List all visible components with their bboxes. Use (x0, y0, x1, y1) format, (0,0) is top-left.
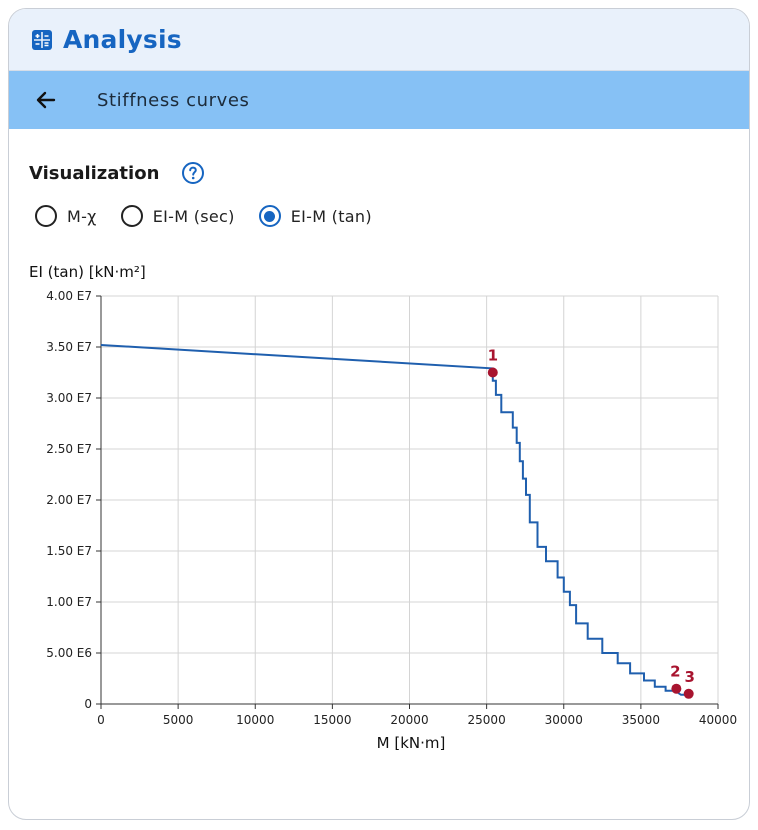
calculator-icon (32, 29, 52, 50)
visualization-label: Visualization (29, 162, 160, 184)
x-tick-label: 35000 (622, 713, 660, 727)
x-tick-label: 30000 (545, 713, 583, 727)
y-tick-label: 2.00 E7 (46, 493, 92, 507)
x-tick-label: 25000 (468, 713, 506, 727)
stiffness-chart: EI (tan) [kN·m²] 0 5000 10000 15000 20000 250… (29, 263, 737, 752)
x-tick-label: 20000 (390, 713, 428, 727)
y-tick-label: 4.00 E7 (46, 289, 92, 303)
radio-ei-m-tan-label: EI-M (tan) (290, 206, 372, 226)
arrow-left-icon (36, 91, 56, 109)
chart-markers: 1 2 3 (488, 347, 695, 699)
chart-x-ticks: 0 5000 10000 15000 20000 25000 30000 35000 40000 (97, 704, 737, 727)
analysis-panel: Analysis Stiffness curves Visualization … (8, 8, 750, 820)
radio-ei-m-sec[interactable]: EI-M (sec) (120, 205, 235, 227)
app-title: Analysis (63, 25, 182, 54)
app-header: Analysis (9, 9, 749, 71)
chart-y-axis-label: EI (tan) [kN·m²] (29, 263, 146, 281)
chart-series-line (100, 344, 686, 696)
y-tick-label: 2.50 E7 (46, 442, 92, 456)
x-tick-label: 40000 (699, 713, 737, 727)
radio-m-chi[interactable]: M-χ (35, 205, 97, 227)
chart-marker-point (683, 688, 694, 699)
radio-m-chi-circle[interactable] (35, 205, 57, 227)
visualization-radio-group: M-χ EI-M (sec) EI-M (tan) (35, 205, 396, 227)
chart-marker-label: 1 (488, 347, 498, 365)
y-tick-label: 0 (84, 697, 92, 711)
radio-m-chi-label: M-χ (67, 206, 97, 226)
x-tick-label: 10000 (236, 713, 274, 727)
chart-grid (100, 295, 719, 705)
y-tick-label: 3.50 E7 (46, 340, 92, 354)
radio-selected-dot (264, 210, 276, 222)
x-tick-label: 0 (97, 713, 105, 727)
y-tick-label: 1.50 E7 (46, 544, 92, 558)
chart-marker-point (671, 683, 682, 694)
radio-ei-m-tan[interactable]: EI-M (tan) (258, 205, 372, 227)
chart-marker-label: 2 (670, 663, 680, 681)
help-icon[interactable] (181, 161, 205, 185)
x-tick-label: 5000 (163, 713, 194, 727)
back-button[interactable] (31, 85, 61, 115)
radio-ei-m-tan-circle[interactable] (258, 205, 281, 227)
chart-marker-point (487, 367, 498, 378)
y-tick-label: 3.00 E7 (46, 391, 92, 405)
y-tick-label: 5.00 E6 (46, 646, 92, 660)
chart-marker-label: 3 (684, 668, 694, 686)
chart-y-ticks: 0 5.00 E6 1.00 E7 1.50 E7 2.00 E7 2.50 E7 3.00… (46, 289, 101, 711)
chart-x-axis-label: M [kN·m] (377, 734, 446, 752)
sub-header-title: Stiffness curves (97, 89, 250, 111)
y-tick-label: 1.00 E7 (46, 595, 92, 609)
sub-header: Stiffness curves (9, 71, 749, 129)
radio-ei-m-sec-label: EI-M (sec) (152, 206, 235, 226)
radio-ei-m-sec-circle[interactable] (120, 205, 143, 227)
x-tick-label: 15000 (313, 713, 351, 727)
